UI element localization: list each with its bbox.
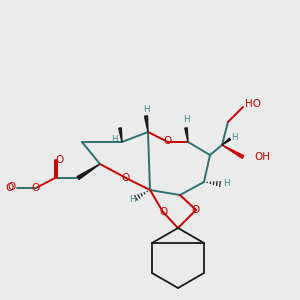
Text: O: O [32, 183, 40, 193]
Text: HO: HO [245, 99, 261, 109]
Text: O: O [122, 173, 130, 183]
Polygon shape [119, 128, 122, 142]
Text: H: H [129, 196, 135, 205]
Text: O: O [192, 205, 200, 215]
Polygon shape [77, 164, 100, 179]
Polygon shape [222, 138, 231, 145]
Text: O: O [164, 136, 172, 146]
Polygon shape [222, 145, 244, 158]
Text: O: O [8, 182, 16, 192]
Polygon shape [185, 128, 188, 142]
Text: H: H [223, 179, 229, 188]
Text: H: H [183, 116, 189, 124]
Text: O: O [55, 155, 63, 165]
Text: O: O [5, 183, 13, 193]
Text: H: H [143, 106, 149, 115]
Text: OH: OH [254, 152, 270, 162]
Text: O: O [159, 207, 167, 217]
Text: H: H [231, 133, 237, 142]
Polygon shape [145, 116, 148, 132]
Text: H: H [111, 134, 117, 143]
